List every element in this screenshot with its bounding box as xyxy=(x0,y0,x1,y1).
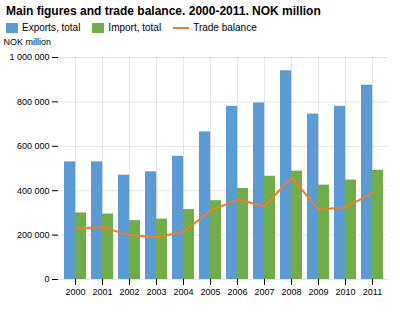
svg-text:0: 0 xyxy=(44,274,49,284)
html-text:Import, total: Import, total xyxy=(108,22,162,33)
html-text:Trade balance: Trade balance xyxy=(193,22,257,33)
html-text:Exports, total: Exports, total xyxy=(22,22,81,33)
svg-text:2006: 2006 xyxy=(227,287,247,297)
svg-text:NOK million: NOK million xyxy=(4,37,52,47)
svg-text:2003: 2003 xyxy=(146,287,166,297)
svg-text:2002: 2002 xyxy=(119,287,139,297)
svg-text:2000: 2000 xyxy=(65,287,85,297)
svg-text:2008: 2008 xyxy=(281,287,301,297)
svg-text:2001: 2001 xyxy=(92,287,112,297)
svg-text:2009: 2009 xyxy=(308,287,328,297)
svg-text:1 000 000: 1 000 000 xyxy=(9,52,49,62)
svg-text:2010: 2010 xyxy=(335,287,355,297)
svg-text:2011: 2011 xyxy=(363,287,382,297)
html-text:Main figures and trade balance: Main figures and trade balance. 2000-201… xyxy=(6,4,321,18)
svg-text:2007: 2007 xyxy=(254,287,274,297)
svg-text:2004: 2004 xyxy=(173,287,193,297)
svg-text:2005: 2005 xyxy=(200,287,220,297)
svg-text:600 000: 600 000 xyxy=(17,141,50,151)
svg-text:200 000: 200 000 xyxy=(17,230,50,240)
svg-text:800 000: 800 000 xyxy=(17,97,50,107)
svg-text:400 000: 400 000 xyxy=(17,186,50,196)
